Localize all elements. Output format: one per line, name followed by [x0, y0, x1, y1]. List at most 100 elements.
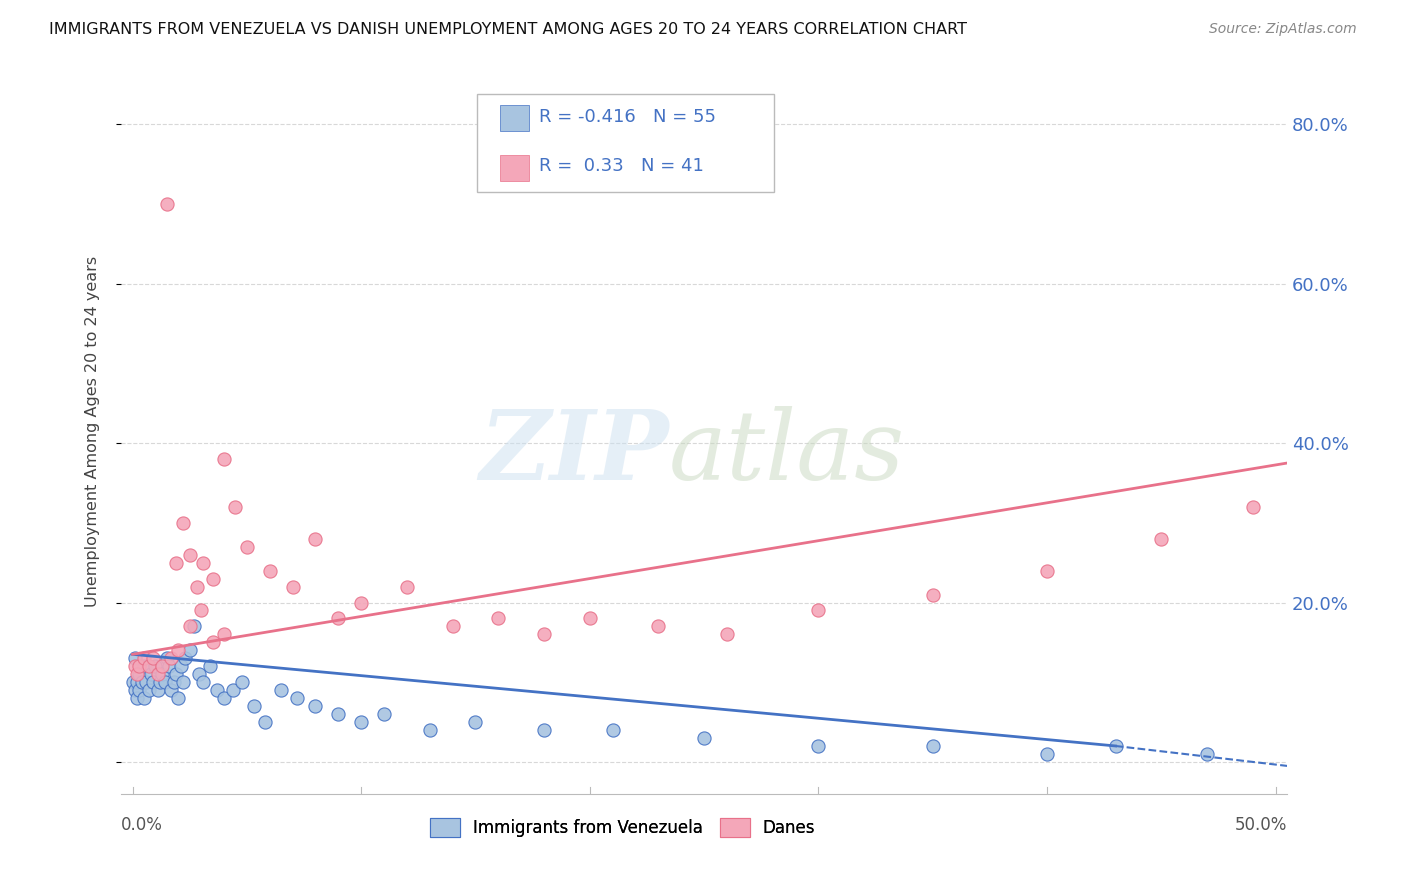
Point: [205, 683, 228, 698]
Point: [716, 627, 738, 641]
Point: [156, 197, 179, 211]
Point: [328, 707, 350, 722]
Point: [1197, 747, 1219, 761]
Point: [304, 699, 326, 714]
Point: [128, 667, 150, 681]
FancyBboxPatch shape: [477, 94, 775, 192]
Text: ZIP: ZIP: [479, 406, 669, 500]
Point: [167, 643, 190, 657]
Point: [121, 675, 143, 690]
Point: [281, 580, 304, 594]
Point: [350, 595, 373, 609]
Point: [533, 723, 555, 737]
Point: [441, 619, 464, 633]
Point: [153, 675, 176, 690]
Point: [419, 723, 441, 737]
Point: [127, 691, 149, 706]
Point: [259, 564, 281, 578]
Point: [142, 651, 165, 665]
Point: [135, 675, 157, 690]
Point: [1150, 532, 1173, 546]
Point: [212, 691, 235, 706]
Point: [127, 667, 149, 681]
Point: [179, 643, 201, 657]
Legend: Immigrants from Venezuela, Danes: Immigrants from Venezuela, Danes: [423, 811, 823, 844]
Point: [200, 659, 222, 673]
Point: [131, 675, 153, 690]
Point: [187, 667, 209, 681]
Point: [190, 603, 212, 617]
Point: [328, 611, 350, 625]
Point: [150, 659, 173, 673]
Point: [231, 675, 253, 690]
Point: [163, 675, 186, 690]
Point: [201, 572, 224, 586]
Point: [128, 659, 150, 673]
Point: [186, 580, 208, 594]
Point: [242, 699, 264, 714]
Point: [236, 540, 259, 554]
Point: [807, 739, 830, 753]
Point: [395, 580, 418, 594]
Point: [1036, 564, 1059, 578]
Point: [145, 659, 167, 673]
Point: [464, 714, 486, 729]
Point: [124, 651, 146, 665]
Point: [224, 500, 246, 514]
Point: [254, 714, 277, 729]
Point: [165, 667, 187, 681]
Point: [127, 675, 149, 690]
Point: [124, 683, 146, 698]
Point: [193, 675, 215, 690]
Point: [921, 739, 943, 753]
Point: [486, 611, 509, 625]
Text: 50.0%: 50.0%: [1234, 815, 1286, 833]
FancyBboxPatch shape: [501, 154, 529, 181]
Point: [693, 731, 716, 745]
Point: [167, 691, 190, 706]
Point: [373, 707, 395, 722]
Point: [146, 667, 169, 681]
Point: [172, 516, 194, 530]
Point: [183, 619, 205, 633]
Point: [124, 659, 146, 673]
Point: [139, 667, 162, 681]
Point: [156, 651, 179, 665]
Point: [179, 619, 201, 633]
Point: [128, 683, 150, 698]
Point: [160, 683, 183, 698]
FancyBboxPatch shape: [501, 105, 529, 131]
Point: [807, 603, 830, 617]
Point: [157, 659, 180, 673]
Point: [1241, 500, 1264, 514]
Point: [150, 667, 173, 681]
Point: [179, 548, 201, 562]
Point: [138, 683, 160, 698]
Point: [602, 723, 624, 737]
Point: [647, 619, 669, 633]
Point: [533, 627, 555, 641]
Text: R = -0.416   N = 55: R = -0.416 N = 55: [538, 108, 716, 126]
Point: [172, 675, 194, 690]
Y-axis label: Unemployment Among Ages 20 to 24 years: Unemployment Among Ages 20 to 24 years: [86, 256, 100, 607]
Point: [201, 635, 224, 649]
Point: [146, 683, 169, 698]
Point: [350, 714, 373, 729]
Text: R =  0.33   N = 41: R = 0.33 N = 41: [538, 158, 703, 176]
Point: [142, 675, 165, 690]
Point: [921, 588, 943, 602]
Point: [132, 651, 155, 665]
Point: [578, 611, 600, 625]
Point: [304, 532, 326, 546]
Text: Source: ZipAtlas.com: Source: ZipAtlas.com: [1209, 22, 1357, 37]
Point: [132, 691, 155, 706]
Point: [174, 651, 197, 665]
Point: [285, 691, 308, 706]
Point: [212, 452, 235, 467]
Text: IMMIGRANTS FROM VENEZUELA VS DANISH UNEMPLOYMENT AMONG AGES 20 TO 24 YEARS CORRE: IMMIGRANTS FROM VENEZUELA VS DANISH UNEM…: [49, 22, 967, 37]
Point: [1036, 747, 1059, 761]
Point: [222, 683, 245, 698]
Point: [169, 659, 191, 673]
Point: [132, 659, 155, 673]
Point: [193, 556, 215, 570]
